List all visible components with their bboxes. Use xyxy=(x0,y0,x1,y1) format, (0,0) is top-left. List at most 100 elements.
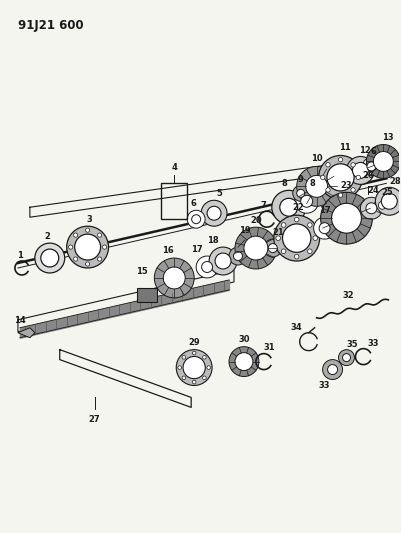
Text: 5: 5 xyxy=(216,189,222,198)
Circle shape xyxy=(351,163,355,167)
Circle shape xyxy=(182,376,186,379)
Circle shape xyxy=(293,185,309,201)
Circle shape xyxy=(375,187,401,215)
Text: 24: 24 xyxy=(367,186,379,195)
Circle shape xyxy=(356,175,360,180)
Circle shape xyxy=(308,249,312,254)
Circle shape xyxy=(215,253,231,269)
Circle shape xyxy=(373,151,393,172)
Text: 3: 3 xyxy=(87,215,93,224)
Circle shape xyxy=(41,249,59,267)
Circle shape xyxy=(35,243,65,273)
Circle shape xyxy=(280,198,298,216)
Circle shape xyxy=(327,164,354,191)
Circle shape xyxy=(328,365,338,375)
Circle shape xyxy=(360,197,382,219)
Circle shape xyxy=(308,223,312,227)
Circle shape xyxy=(346,157,375,184)
Text: 6: 6 xyxy=(371,147,376,156)
Text: 28: 28 xyxy=(389,177,401,186)
Circle shape xyxy=(268,244,277,253)
Text: 10: 10 xyxy=(311,154,322,163)
Text: 8: 8 xyxy=(282,179,288,188)
Circle shape xyxy=(183,357,205,378)
Circle shape xyxy=(274,215,320,261)
Circle shape xyxy=(297,189,305,197)
Circle shape xyxy=(192,351,196,355)
Circle shape xyxy=(196,256,218,278)
Circle shape xyxy=(203,376,206,379)
Polygon shape xyxy=(18,328,35,338)
Circle shape xyxy=(85,262,90,266)
Circle shape xyxy=(295,189,319,213)
Circle shape xyxy=(235,227,277,269)
Text: 17: 17 xyxy=(319,206,330,215)
Text: 33: 33 xyxy=(368,339,379,348)
Text: 6: 6 xyxy=(190,199,196,208)
Circle shape xyxy=(207,366,211,369)
Text: 35: 35 xyxy=(346,340,358,349)
Text: 8: 8 xyxy=(310,179,316,188)
Circle shape xyxy=(342,353,350,361)
Circle shape xyxy=(176,350,212,385)
Circle shape xyxy=(233,252,243,261)
Circle shape xyxy=(202,262,213,272)
Circle shape xyxy=(381,193,397,209)
Circle shape xyxy=(319,223,330,233)
Circle shape xyxy=(97,233,102,237)
Text: 30: 30 xyxy=(238,335,250,344)
Text: 91J21 600: 91J21 600 xyxy=(18,19,83,32)
Text: 18: 18 xyxy=(207,236,219,245)
Text: 33: 33 xyxy=(319,381,330,390)
Circle shape xyxy=(367,162,376,171)
Circle shape xyxy=(294,254,299,259)
Circle shape xyxy=(97,257,102,261)
Circle shape xyxy=(301,195,313,207)
Circle shape xyxy=(182,356,186,359)
Text: 17: 17 xyxy=(191,245,203,254)
Circle shape xyxy=(283,224,311,252)
Circle shape xyxy=(229,346,259,376)
Circle shape xyxy=(379,201,386,209)
Circle shape xyxy=(154,258,194,298)
Circle shape xyxy=(203,356,206,359)
Circle shape xyxy=(326,188,330,192)
Circle shape xyxy=(178,366,181,369)
Text: 21: 21 xyxy=(272,228,284,237)
Circle shape xyxy=(272,190,306,224)
Text: 23: 23 xyxy=(341,181,352,190)
Circle shape xyxy=(73,257,78,261)
Circle shape xyxy=(313,236,318,240)
Text: 34: 34 xyxy=(291,323,302,332)
Text: 13: 13 xyxy=(383,133,394,142)
Circle shape xyxy=(351,188,355,192)
Circle shape xyxy=(201,200,227,226)
Circle shape xyxy=(209,247,237,275)
Circle shape xyxy=(75,234,101,260)
Text: 22: 22 xyxy=(293,203,305,212)
Text: 32: 32 xyxy=(343,292,354,301)
Circle shape xyxy=(244,236,268,260)
Circle shape xyxy=(192,215,200,224)
Circle shape xyxy=(338,350,354,366)
Text: 29: 29 xyxy=(188,338,200,347)
Circle shape xyxy=(294,217,299,222)
Circle shape xyxy=(229,247,247,265)
Circle shape xyxy=(306,175,328,197)
Circle shape xyxy=(187,210,205,228)
Circle shape xyxy=(282,223,286,227)
Circle shape xyxy=(366,203,377,214)
Circle shape xyxy=(73,233,78,237)
Circle shape xyxy=(319,156,363,199)
Circle shape xyxy=(320,175,325,180)
Circle shape xyxy=(314,217,336,239)
Circle shape xyxy=(338,193,343,197)
Text: 1: 1 xyxy=(17,251,23,260)
Text: 26: 26 xyxy=(363,171,374,180)
Circle shape xyxy=(332,203,361,233)
Circle shape xyxy=(67,226,109,268)
Circle shape xyxy=(85,228,90,232)
Text: 31: 31 xyxy=(263,343,275,352)
Text: 11: 11 xyxy=(338,143,350,152)
Circle shape xyxy=(338,157,343,162)
